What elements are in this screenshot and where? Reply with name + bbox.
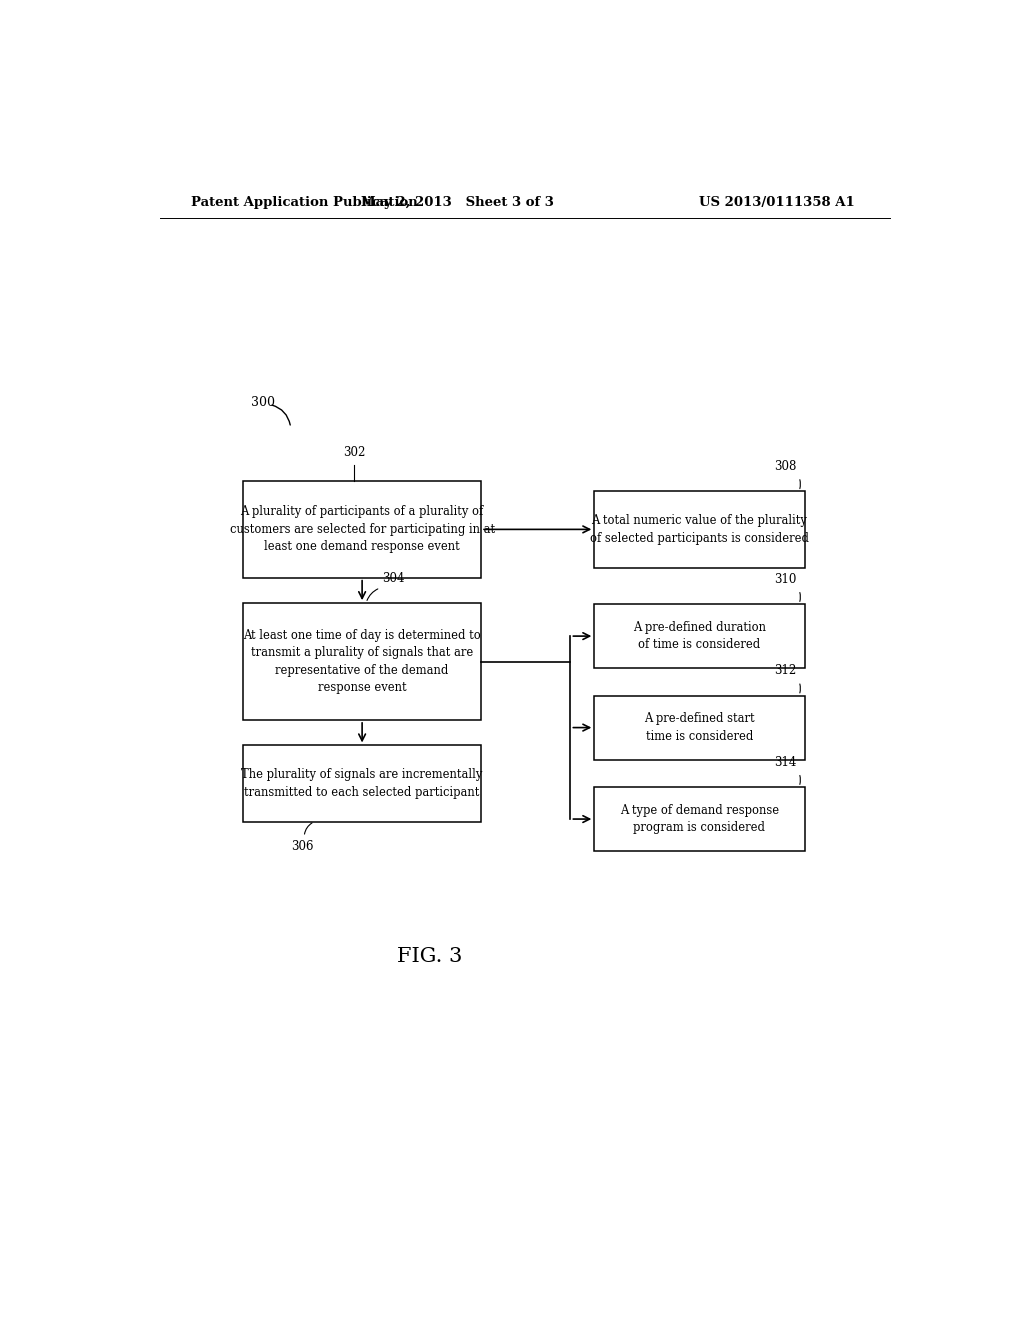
Text: A pre-defined duration
of time is considered: A pre-defined duration of time is consid… — [633, 620, 766, 651]
FancyBboxPatch shape — [594, 787, 805, 851]
FancyBboxPatch shape — [243, 480, 481, 578]
Text: Patent Application Publication: Patent Application Publication — [191, 195, 418, 209]
FancyBboxPatch shape — [594, 696, 805, 759]
Text: At least one time of day is determined to
transmit a plurality of signals that a: At least one time of day is determined t… — [244, 628, 481, 694]
Text: A total numeric value of the plurality
of selected participants is considered: A total numeric value of the plurality o… — [590, 513, 809, 545]
Text: A pre-defined start
time is considered: A pre-defined start time is considered — [644, 713, 755, 743]
Text: 312: 312 — [774, 664, 797, 677]
Text: 302: 302 — [343, 446, 366, 459]
Text: 304: 304 — [382, 572, 404, 585]
Text: A type of demand response
program is considered: A type of demand response program is con… — [620, 804, 779, 834]
Text: 300: 300 — [251, 396, 275, 409]
FancyBboxPatch shape — [594, 605, 805, 668]
Text: The plurality of signals are incrementally
transmitted to each selected particip: The plurality of signals are incremental… — [242, 768, 482, 799]
Text: 310: 310 — [774, 573, 797, 586]
Text: 308: 308 — [774, 459, 797, 473]
Text: US 2013/0111358 A1: US 2013/0111358 A1 — [699, 195, 855, 209]
Text: FIG. 3: FIG. 3 — [397, 946, 462, 966]
Text: A plurality of participants of a plurality of
customers are selected for partici: A plurality of participants of a plurali… — [229, 506, 495, 553]
FancyBboxPatch shape — [243, 603, 481, 719]
Text: 314: 314 — [774, 756, 797, 768]
FancyBboxPatch shape — [243, 746, 481, 821]
Text: 306: 306 — [291, 840, 313, 853]
Text: May 2, 2013   Sheet 3 of 3: May 2, 2013 Sheet 3 of 3 — [360, 195, 554, 209]
FancyBboxPatch shape — [594, 491, 805, 568]
